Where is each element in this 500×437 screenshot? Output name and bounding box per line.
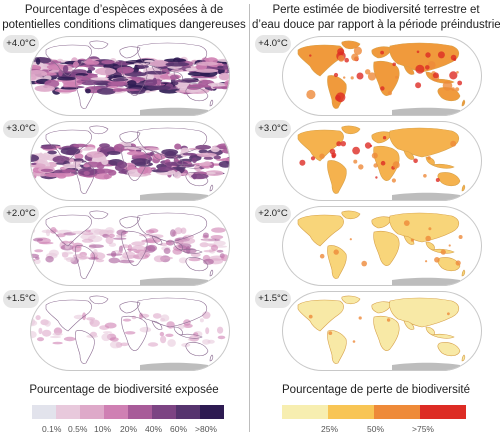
left-legend-ticks: 0.1% 0.5% 10% 20% 40% 60% >80% xyxy=(32,424,224,436)
warming-label-4-0-right: +4.0°C xyxy=(255,35,291,53)
left-panel-exposure: Pourcentage d’espèces exposées à de pote… xyxy=(0,0,248,437)
warming-label-1-5: +1.5°C xyxy=(3,290,39,308)
left-legend-swatch xyxy=(104,405,128,419)
right-legend-tick-label: 50% xyxy=(367,424,385,434)
right-legend-swatch xyxy=(282,405,328,419)
left-title-line2: potentielles conditions climatiques dang… xyxy=(2,19,246,31)
left-legend-tick-label: >80% xyxy=(195,424,217,434)
warming-label-4-0: +4.0°C xyxy=(3,35,39,53)
exposure-map-3-0 xyxy=(30,121,230,201)
left-legend-tick-label: 10% xyxy=(94,424,112,434)
right-title-line1: Perte estimée de biodiversité terrestre … xyxy=(272,4,480,16)
exposure-map-2-0 xyxy=(30,206,230,286)
left-legend-tick-label: 60% xyxy=(170,424,188,434)
warming-label-1-5-right: +1.5°C xyxy=(255,290,291,308)
right-panel-loss: Perte estimée de biodiversité terrestre … xyxy=(252,0,500,437)
left-legend-swatch xyxy=(56,405,80,419)
right-title-line2: d’eau douce par rapport à la période pré… xyxy=(252,19,500,31)
right-legend-swatch xyxy=(420,405,466,419)
loss-map-2-0 xyxy=(282,206,482,286)
left-legend-tick-label: 0.5% xyxy=(68,424,88,434)
left-legend-title: Pourcentage de biodiversité exposée xyxy=(29,384,219,396)
right-legend-title: Pourcentage de perte de biodiversité xyxy=(282,384,470,396)
left-legend-swatch xyxy=(32,405,56,419)
loss-map-4-0 xyxy=(282,36,482,116)
loss-map-1-5 xyxy=(282,291,482,371)
warming-label-2-0-right: +2.0°C xyxy=(255,205,291,223)
right-panel-title: Perte estimée de biodiversité terrestre … xyxy=(252,3,500,33)
panel-divider xyxy=(249,4,250,432)
left-legend-swatch xyxy=(200,405,224,419)
left-legend-colorbar xyxy=(32,405,224,419)
warming-label-3-0-right: +3.0°C xyxy=(255,120,291,138)
warming-label-3-0: +3.0°C xyxy=(3,120,39,138)
left-panel-title: Pourcentage d’espèces exposées à de pote… xyxy=(0,3,248,33)
loss-map-3-0 xyxy=(282,121,482,201)
exposure-map-4-0 xyxy=(30,36,230,116)
left-legend-swatch xyxy=(128,405,152,419)
exposure-map-1-5 xyxy=(30,291,230,371)
left-legend-swatch xyxy=(152,405,176,419)
left-legend-swatch xyxy=(176,405,200,419)
left-title-line1: Pourcentage d’espèces exposées à de xyxy=(24,4,224,16)
left-legend-tick-label: 0.1% xyxy=(42,424,62,434)
left-legend-tick-label: 40% xyxy=(145,424,163,434)
right-legend-swatch xyxy=(328,405,374,419)
right-legend-tick-label: 25% xyxy=(321,424,339,434)
left-legend-tick-label: 20% xyxy=(120,424,138,434)
right-legend-tick-label: >75% xyxy=(412,424,434,434)
left-legend-swatch xyxy=(80,405,104,419)
right-legend-swatch xyxy=(374,405,420,419)
right-legend-ticks: 25% 50% >75% xyxy=(282,424,468,436)
warming-label-2-0: +2.0°C xyxy=(3,205,39,223)
right-legend-colorbar xyxy=(282,405,466,419)
